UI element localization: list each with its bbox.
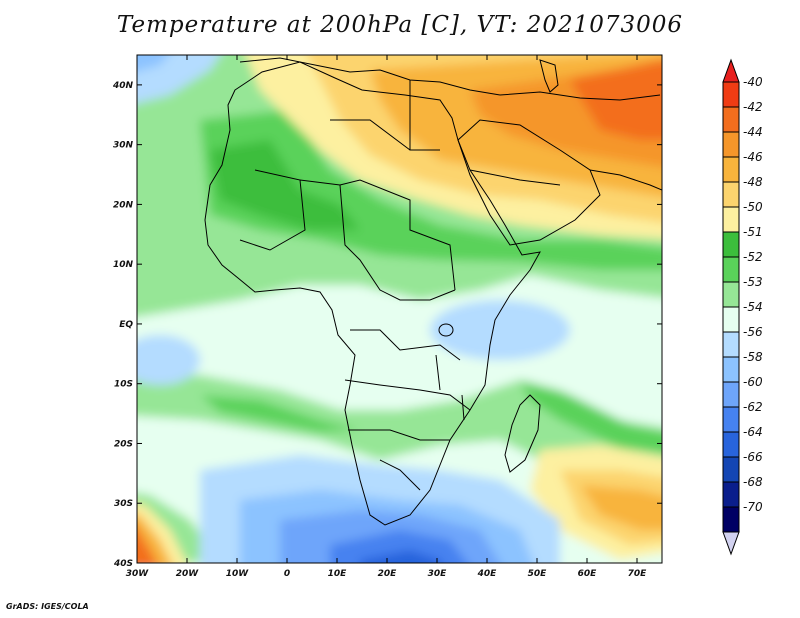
colorbar-label: -58 <box>743 350 763 364</box>
colorbar-swatch <box>722 331 740 358</box>
colorbar-label: -60 <box>743 375 763 389</box>
colorbar-swatch <box>722 406 740 433</box>
colorbar-label: -51 <box>743 225 763 239</box>
lat-tick-label: 10N <box>113 260 134 270</box>
lat-tick-label: 10S <box>114 380 133 390</box>
lon-tick-label: 70E <box>628 569 648 579</box>
colorbar-bottom-triangle <box>722 531 740 556</box>
colorbar-swatch <box>722 106 740 133</box>
lon-tick-label: 30W <box>126 569 150 579</box>
colorbar-swatch <box>722 231 740 258</box>
credit-label: GrADS: IGES/COLA <box>6 602 89 611</box>
colorbar-label: -64 <box>743 425 763 439</box>
temperature-field <box>137 55 662 563</box>
lon-tick-label: 10E <box>328 569 348 579</box>
colorbar-label: -48 <box>743 175 763 189</box>
map-title: Temperature at 200hPa [C], VT: 202107300… <box>116 12 684 38</box>
colorbar-swatch <box>722 506 740 533</box>
lon-tick-label: 20W <box>176 569 200 579</box>
colorbar-swatch <box>722 481 740 508</box>
lon-tick-label: 20E <box>378 569 398 579</box>
colorbar-label: -44 <box>743 125 763 139</box>
colorbar-label: -56 <box>743 325 763 339</box>
colorbar-swatch <box>722 256 740 283</box>
colorbar-swatch <box>722 81 740 108</box>
colorbar-swatch <box>722 206 740 233</box>
lon-tick-label: 50E <box>528 569 548 579</box>
colorbar-label: -53 <box>743 275 763 289</box>
lat-tick-label: 30N <box>113 141 134 151</box>
colorbar-swatch <box>722 156 740 183</box>
lon-tick-label: 0 <box>284 569 290 579</box>
colorbar-label: -42 <box>743 100 763 114</box>
colorbar-swatch <box>722 131 740 158</box>
colorbar-swatch <box>722 281 740 308</box>
lat-tick-label: 30S <box>114 499 133 509</box>
colorbar-swatch <box>722 181 740 208</box>
colorbar-swatch <box>722 306 740 333</box>
colorbar-label: -68 <box>743 475 763 489</box>
colorbar-label: -66 <box>743 450 763 464</box>
longitude-axis: 30W 20W 10W 0 10E 20E 30E 40E 50E 60E 70E <box>126 55 647 579</box>
lat-tick-label: 40N <box>112 81 134 91</box>
colorbar-swatch <box>722 381 740 408</box>
colorbar: -40 -42 -44 -46 -48 -50 -51 -52 -53 -54 -56 -58 -60 -… <box>722 58 763 556</box>
lon-tick-label: 30E <box>428 569 448 579</box>
lat-tick-label: EQ <box>119 320 133 330</box>
lat-tick-label: 20N <box>113 200 134 210</box>
lon-tick-label: 10W <box>226 569 250 579</box>
colorbar-label: -46 <box>743 150 763 164</box>
colorbar-label: -50 <box>743 200 763 214</box>
latitude-axis: 40N 30N 20N 10N EQ 10S 20S 30S 40S <box>112 81 662 569</box>
coastlines <box>204 57 662 526</box>
plot-frame <box>136 54 663 564</box>
colorbar-swatch <box>722 456 740 483</box>
colorbar-swatch <box>722 431 740 458</box>
colorbar-top-triangle <box>722 58 740 83</box>
colorbar-label: -62 <box>743 400 763 414</box>
lon-tick-label: 60E <box>578 569 598 579</box>
colorbar-label: -70 <box>743 500 763 514</box>
colorbar-label: -52 <box>743 250 763 264</box>
lat-tick-label: 40S <box>113 559 133 569</box>
colorbar-swatch <box>722 356 740 383</box>
colorbar-label: -54 <box>743 300 763 314</box>
colorbar-label: -40 <box>743 75 763 89</box>
lon-tick-label: 40E <box>477 569 498 579</box>
lat-tick-label: 20S <box>114 439 133 449</box>
